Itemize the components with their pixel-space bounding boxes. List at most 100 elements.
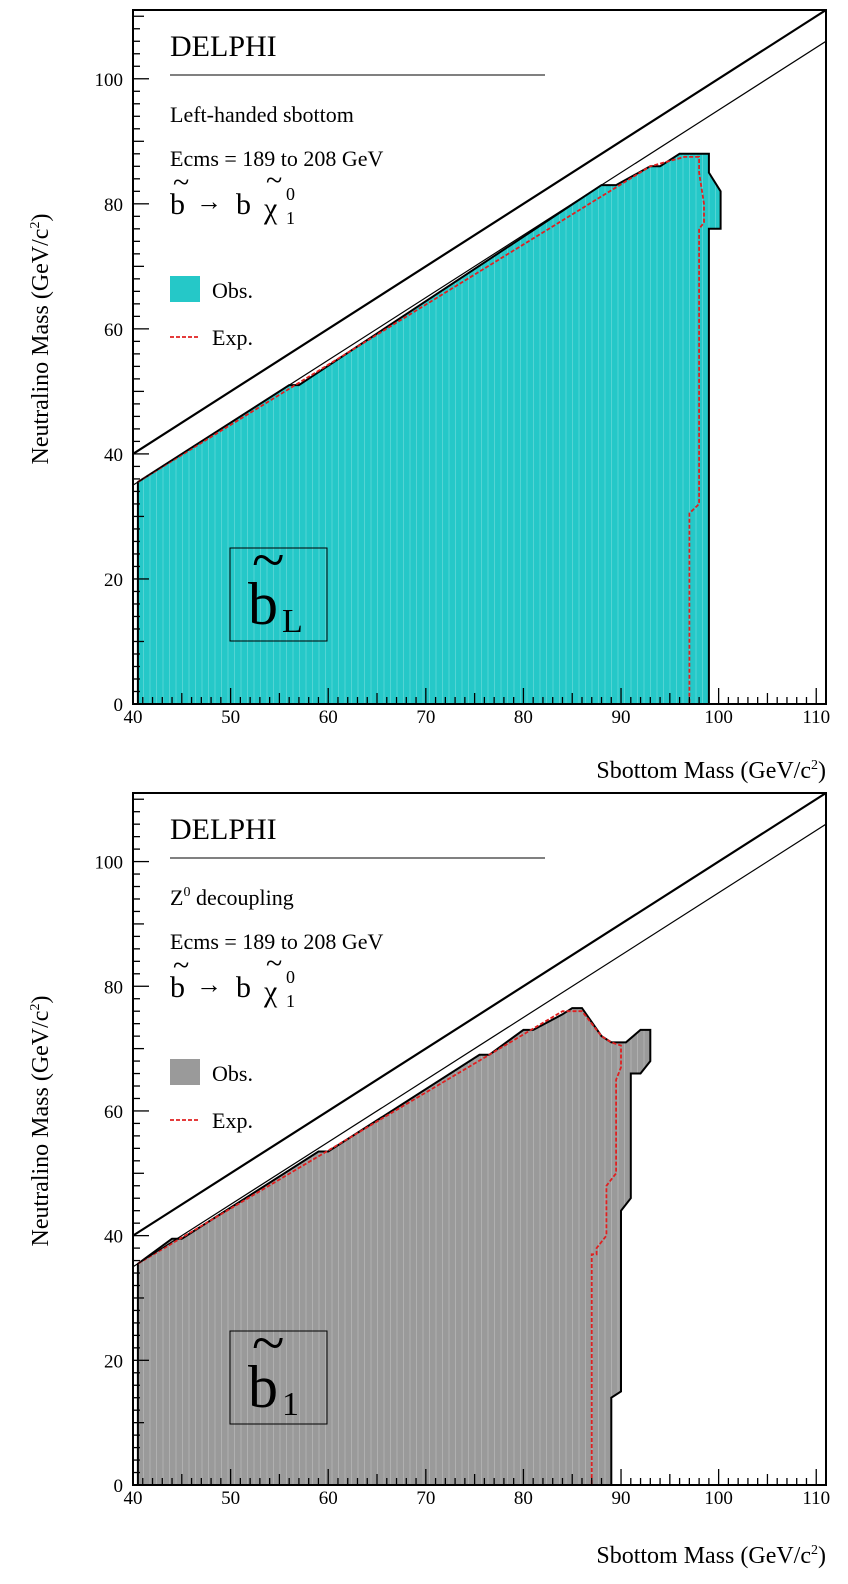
legend-exp-label: Exp. bbox=[212, 325, 253, 350]
energy-label: Ecms = 189 to 208 GeV bbox=[170, 146, 384, 171]
plot-frame bbox=[132, 792, 827, 1486]
x-tick-label: 90 bbox=[612, 707, 631, 728]
process-main: Left-handed sbottom bbox=[170, 102, 354, 127]
y-tick-label: 40 bbox=[104, 1227, 123, 1248]
y-tick-label: 0 bbox=[114, 695, 124, 716]
x-tick-label: 60 bbox=[319, 707, 338, 728]
y-tick-label: 80 bbox=[104, 977, 123, 998]
decay-chi: χ bbox=[263, 975, 278, 1008]
decay-arrow: → bbox=[196, 187, 222, 216]
legend: Obs. Exp. bbox=[170, 1059, 253, 1133]
y-axis-title-close: ) bbox=[28, 996, 54, 1004]
y-tick-label: 0 bbox=[114, 1476, 124, 1497]
x-axis-title: Sbottom Mass (GeV/c2) bbox=[596, 758, 826, 784]
tilde-mark: ~ bbox=[252, 1310, 284, 1376]
energy-label: Ecms = 189 to 208 GeV bbox=[170, 929, 384, 954]
inset-label: b~1 bbox=[229, 1310, 328, 1425]
x-tick-label: 70 bbox=[416, 1488, 435, 1509]
y-tick-label: 20 bbox=[104, 1351, 123, 1372]
y-tick-label: 100 bbox=[95, 853, 124, 874]
kinematic-lines bbox=[133, 793, 826, 1268]
decay-channel: b~→ b χ~ 01 bbox=[170, 164, 295, 228]
x-tick-label: 60 bbox=[319, 1488, 338, 1509]
y-tick-label: 100 bbox=[95, 70, 124, 91]
inset-label: b~ L bbox=[229, 527, 328, 642]
decay-channel: b~→ b χ~ 01 bbox=[170, 947, 295, 1011]
legend: Obs. Exp. bbox=[170, 276, 253, 350]
y-axis-title-main: Neutralino Mass (GeV/c bbox=[28, 1011, 54, 1247]
x-tick-label: 80 bbox=[514, 707, 533, 728]
tilde-mark: ~ bbox=[266, 947, 282, 980]
decay-chi-sup: 0 bbox=[286, 184, 295, 204]
process-label: Left-handed sbottom bbox=[170, 102, 354, 127]
y-axis-title-main: Neutralino Mass (GeV/c bbox=[28, 229, 54, 465]
y-axis-title-sup: 2 bbox=[28, 222, 43, 229]
x-tick-label: 50 bbox=[221, 1488, 240, 1509]
x-tick-label: 100 bbox=[704, 707, 733, 728]
y-tick-label: 80 bbox=[104, 195, 123, 216]
y-tick-label: 60 bbox=[104, 320, 123, 341]
process-label: Z0 decoupling bbox=[170, 885, 294, 910]
y-axis-title: Neutralino Mass (GeV/c2) bbox=[28, 214, 54, 465]
process-main: Z bbox=[170, 885, 183, 910]
legend-obs-label: Obs. bbox=[212, 1061, 253, 1086]
y-axis: 0 20 40 60 80 100 bbox=[95, 798, 149, 1497]
expected-contour bbox=[137, 1010, 622, 1485]
legend-obs-swatch bbox=[170, 276, 200, 302]
plot-frame bbox=[132, 9, 827, 705]
observed-excluded-region bbox=[137, 1008, 651, 1485]
kinematic-lines bbox=[133, 10, 826, 486]
y-tick-label: 20 bbox=[104, 570, 123, 591]
kinematic-limit-line bbox=[133, 10, 826, 455]
legend-obs-label: Obs. bbox=[212, 278, 253, 303]
x-axis-title-close: ) bbox=[818, 758, 826, 784]
decay-daughter: b bbox=[236, 971, 251, 1004]
x-tick-label: 40 bbox=[124, 1488, 143, 1509]
x-tick-label: 50 bbox=[221, 707, 240, 728]
kinematic-limit-line bbox=[133, 40, 826, 486]
x-tick-label: 110 bbox=[802, 707, 830, 728]
tilde-mark: ~ bbox=[252, 527, 284, 593]
legend-obs-swatch bbox=[170, 1059, 200, 1085]
y-axis-title: Neutralino Mass (GeV/c2) bbox=[28, 996, 54, 1247]
x-axis: 40 50 60 70 80 90 100 110 bbox=[124, 1469, 830, 1509]
process-rest: decoupling bbox=[190, 885, 293, 910]
decay-parent: b bbox=[170, 188, 185, 221]
x-axis-title-sup: 2 bbox=[811, 1543, 818, 1558]
x-tick-label: 70 bbox=[416, 707, 435, 728]
x-tick-label: 100 bbox=[704, 1488, 733, 1509]
inset-subscript: 1 bbox=[282, 1386, 299, 1423]
inset-symbol: b bbox=[248, 1354, 278, 1420]
x-axis-title-main: Sbottom Mass (GeV/c bbox=[596, 758, 811, 784]
decay-chi-sub: 1 bbox=[286, 991, 295, 1011]
x-axis-title: Sbottom Mass (GeV/c2) bbox=[596, 1543, 826, 1569]
y-axis-title-close: ) bbox=[28, 214, 54, 222]
observed-excluded-region bbox=[137, 153, 721, 705]
experiment-title: DELPHI bbox=[170, 30, 277, 63]
x-tick-label: 110 bbox=[802, 1488, 830, 1509]
tilde-mark: ~ bbox=[173, 166, 189, 199]
x-axis-title-sup: 2 bbox=[811, 758, 818, 773]
kinematic-limit-line bbox=[133, 793, 826, 1237]
x-tick-label: 80 bbox=[514, 1488, 533, 1509]
inset-box bbox=[229, 1330, 328, 1425]
decay-arrow: → bbox=[196, 970, 222, 999]
y-tick-label: 40 bbox=[104, 445, 123, 466]
decay-chi: χ bbox=[263, 192, 278, 225]
y-tick-label: 60 bbox=[104, 1102, 123, 1123]
legend-exp-label: Exp. bbox=[212, 1108, 253, 1133]
observed-contour bbox=[136, 1007, 652, 1486]
decay-parent: b bbox=[170, 971, 185, 1004]
tilde-mark: ~ bbox=[266, 164, 282, 197]
kinematic-limit-line bbox=[133, 823, 826, 1268]
inset-box bbox=[229, 547, 328, 642]
decay-chi-sub: 1 bbox=[286, 208, 295, 228]
y-axis-title-sup: 2 bbox=[28, 1004, 43, 1011]
x-axis-title-close: ) bbox=[818, 1543, 826, 1569]
x-tick-label: 40 bbox=[124, 707, 143, 728]
x-axis-title-main: Sbottom Mass (GeV/c bbox=[596, 1543, 811, 1569]
process-sup: 0 bbox=[183, 885, 190, 900]
